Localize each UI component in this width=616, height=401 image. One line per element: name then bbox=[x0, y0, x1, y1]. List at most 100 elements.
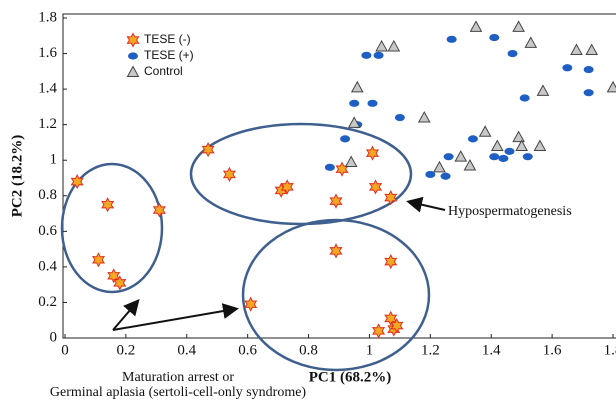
point bbox=[324, 163, 335, 171]
cluster-outlines bbox=[60, 122, 431, 372]
point bbox=[490, 139, 504, 151]
point bbox=[367, 99, 378, 107]
point bbox=[512, 20, 525, 32]
point bbox=[425, 170, 436, 179]
point bbox=[533, 139, 547, 151]
point bbox=[350, 80, 364, 93]
point bbox=[454, 150, 468, 162]
y-axis-label: PC2 (18.2%) bbox=[9, 135, 25, 218]
point bbox=[70, 174, 84, 190]
point bbox=[524, 36, 538, 48]
point bbox=[417, 111, 431, 123]
point bbox=[91, 252, 106, 268]
annotation: Hypospermatogenesis bbox=[448, 204, 572, 219]
point bbox=[469, 20, 483, 32]
annotation: Germinal aplasia (sertoli-cell-only synd… bbox=[50, 385, 307, 400]
point bbox=[101, 197, 115, 213]
y-tick-label: 1.8 bbox=[38, 9, 57, 25]
y-tick-label: 0.6 bbox=[38, 223, 57, 239]
point bbox=[329, 243, 343, 259]
x-tick-label: 1.8 bbox=[604, 342, 616, 358]
x-tick-label: 0.4 bbox=[177, 342, 196, 358]
x-tick-label: 1 bbox=[366, 342, 374, 358]
point bbox=[446, 35, 457, 43]
x-tick-label: 0.8 bbox=[299, 342, 318, 358]
annotation: Maturation arrest or bbox=[122, 370, 234, 385]
point bbox=[498, 154, 509, 163]
point bbox=[244, 296, 258, 312]
point bbox=[365, 145, 380, 161]
point bbox=[373, 51, 384, 59]
point bbox=[349, 99, 360, 107]
point bbox=[536, 84, 550, 96]
arrow bbox=[406, 196, 446, 213]
point bbox=[440, 172, 451, 180]
point bbox=[606, 80, 616, 93]
y-tick-label: 1 bbox=[50, 152, 58, 168]
cluster-ellipse bbox=[189, 122, 413, 226]
y-tick-label: 0 bbox=[50, 329, 58, 345]
point bbox=[585, 43, 599, 55]
point bbox=[371, 323, 386, 339]
point bbox=[344, 155, 358, 167]
x-tick-label: 1.6 bbox=[543, 342, 562, 358]
x-tick-label: 0.6 bbox=[238, 342, 257, 358]
cluster-ellipse bbox=[241, 218, 431, 372]
point bbox=[515, 139, 529, 151]
point bbox=[384, 190, 398, 206]
legend-swatch bbox=[126, 65, 140, 77]
legend-swatch bbox=[126, 32, 140, 48]
point bbox=[522, 153, 533, 161]
arrow bbox=[112, 303, 239, 331]
point bbox=[335, 161, 349, 177]
y-tick-label: 0.4 bbox=[38, 258, 57, 274]
point bbox=[107, 268, 121, 284]
point bbox=[280, 179, 294, 195]
point bbox=[463, 159, 477, 171]
point bbox=[384, 254, 398, 270]
legend-label: TESE (+) bbox=[144, 48, 194, 62]
y-tick-label: 0.2 bbox=[38, 294, 57, 310]
x-tick-label: 1.2 bbox=[421, 342, 440, 358]
point bbox=[152, 202, 166, 218]
point bbox=[467, 135, 478, 143]
plot-frame bbox=[62, 13, 616, 339]
point bbox=[222, 166, 236, 182]
y-tick-label: 0.8 bbox=[38, 187, 57, 203]
point bbox=[361, 51, 372, 59]
x-tick-label: 0 bbox=[61, 342, 69, 358]
point bbox=[113, 275, 127, 291]
legend-label: Control bbox=[144, 64, 183, 78]
point bbox=[512, 130, 525, 143]
point bbox=[433, 160, 446, 173]
point bbox=[519, 94, 530, 102]
x-tick-label: 0.2 bbox=[117, 342, 136, 358]
point bbox=[504, 147, 515, 155]
point bbox=[347, 116, 361, 128]
point bbox=[384, 310, 398, 326]
x-axis-label: PC1 (68.2%) bbox=[309, 369, 392, 385]
point bbox=[329, 193, 343, 209]
point bbox=[340, 135, 351, 143]
point bbox=[570, 43, 583, 55]
y-tick-label: 1.2 bbox=[38, 116, 57, 132]
point bbox=[583, 89, 594, 97]
point bbox=[443, 153, 454, 161]
point bbox=[201, 142, 215, 158]
point bbox=[583, 65, 594, 74]
point bbox=[562, 64, 573, 72]
point bbox=[489, 33, 500, 42]
arrows bbox=[112, 196, 446, 331]
cluster-ellipse bbox=[60, 162, 164, 294]
point bbox=[478, 125, 492, 137]
arrow bbox=[112, 298, 140, 331]
point bbox=[375, 39, 388, 52]
point bbox=[394, 113, 405, 122]
x-tick-label: 1.4 bbox=[482, 342, 501, 358]
legend-label: TESE (-) bbox=[144, 32, 191, 46]
y-tick-label: 1.4 bbox=[38, 81, 57, 97]
point bbox=[387, 39, 401, 52]
point bbox=[368, 179, 383, 195]
point bbox=[507, 49, 518, 58]
